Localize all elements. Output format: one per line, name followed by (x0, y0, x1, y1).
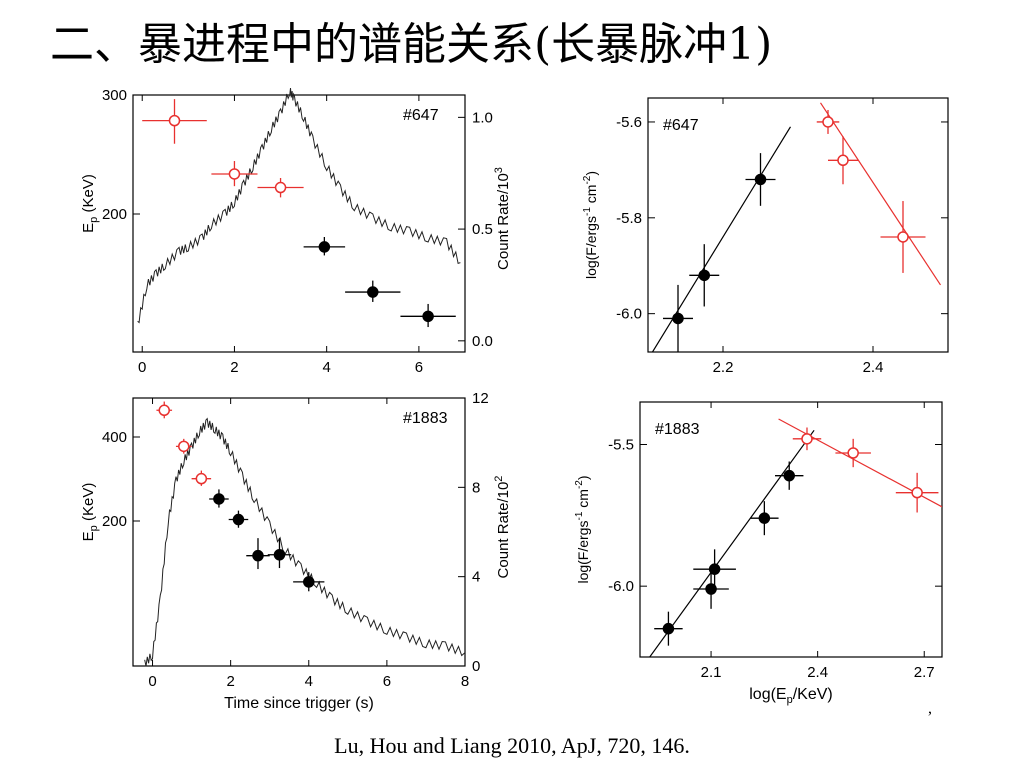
plot-frame-p647_rel (647, 97, 949, 353)
open-data-point (837, 154, 849, 167)
panel-tag: #1883 (403, 410, 448, 427)
x-tick-label: 6 (415, 359, 423, 376)
open-data-point (801, 433, 813, 445)
open-data-point (847, 447, 859, 459)
filled-data-point (698, 269, 710, 282)
filled-data-point (708, 563, 721, 575)
filled-data-point (367, 286, 379, 298)
y-axis-label: log(F/ergs-1 cm-2) (574, 475, 591, 583)
filled-data-point (672, 312, 684, 325)
y-right-tick-label: 0 (472, 658, 480, 675)
open-data-point (911, 486, 923, 499)
plot-frame-p647_time (132, 94, 466, 353)
filled-data-point (273, 549, 286, 561)
x-tick-label: 2 (230, 359, 238, 376)
y-left-tick-label: 300 (102, 87, 127, 104)
x-tick-label: 2 (226, 673, 234, 690)
x-tick-label: 4 (322, 359, 330, 376)
filled-data-point (705, 583, 717, 595)
panel-tag: #1883 (655, 421, 700, 438)
open-data-point (178, 440, 190, 453)
fit-line (651, 126, 792, 352)
slide-title: 二、暴进程中的谱能关系(长暴脉冲1) (50, 19, 773, 70)
y-right-tick-label: 12 (472, 390, 489, 407)
x-tick-label: 2.4 (863, 359, 884, 376)
y-left-tick-label: 200 (102, 206, 127, 223)
filled-data-point (758, 512, 771, 524)
chart-p1883_rel: #1883 2.1 2.4 2.7 -6.0 -5.5 log(F/ergs-1 cm-2)… (574, 401, 943, 706)
filled-data-point (754, 173, 767, 186)
y-right-tick-label: 1.0 (472, 109, 493, 126)
plot-frame-p1883_time (132, 397, 466, 667)
y-right-tick-label: 0.0 (472, 333, 493, 350)
filled-data-point (232, 513, 245, 526)
y-right-axis-label: Count Rate/103 (493, 167, 512, 270)
y-tick-label: -5.5 (608, 437, 634, 454)
chart-p647_time: #647 0 2 4 6 200 300 0.0 0.5 1.0 Ep (KeV) Count Rat… (80, 87, 512, 376)
x-axis-label: log(Ep/KeV) (749, 686, 833, 706)
y-right-tick-label: 0.5 (472, 221, 493, 238)
y-axis-label: log(F/ergs-1 cm-2) (582, 171, 599, 279)
filled-data-point (318, 241, 331, 253)
filled-data-point (783, 469, 795, 482)
y-left-tick-label: 200 (102, 513, 127, 530)
y-right-tick-label: 8 (472, 479, 480, 496)
x-tick-label: 4 (305, 673, 313, 690)
y-tick-label: -5.6 (616, 114, 642, 131)
light-curve (144, 417, 466, 667)
panel-tag: #647 (663, 117, 699, 134)
x-tick-label: 0 (148, 673, 156, 690)
filled-data-point (213, 493, 225, 505)
open-data-point (228, 168, 241, 180)
y-left-axis-label: Ep (KeV) (80, 483, 100, 542)
light-curve (137, 87, 461, 324)
chart-p647_rel: #647 2.2 2.4 -6.0 -5.8 -5.6 log(F/ergs-1 cm-2) (582, 97, 949, 376)
chart-p1883_time: #1883 0 2 4 6 8 200 400 0 4 8 12 Ep (KeV) Count Rate/… (80, 390, 512, 712)
x-tick-label: 2.1 (701, 664, 722, 681)
filled-data-point (303, 576, 315, 588)
open-data-point (158, 404, 170, 417)
x-tick-label: 0 (138, 359, 146, 376)
open-data-point (195, 472, 208, 485)
y-right-axis-label: Count Rate/102 (493, 476, 512, 579)
plot-frame-p1883_rel (639, 401, 943, 658)
filled-data-point (252, 549, 264, 562)
fit-line (819, 102, 942, 286)
citation: Lu, Hou and Liang 2010, ApJ, 720, 146. (334, 733, 690, 758)
y-tick-label: -6.0 (608, 578, 634, 595)
filled-data-point (662, 622, 675, 635)
x-tick-label: 2.4 (807, 664, 828, 681)
open-data-point (897, 231, 909, 243)
y-left-tick-label: 400 (102, 429, 127, 446)
stray-mark: , (928, 700, 932, 717)
open-data-point (822, 116, 834, 128)
x-axis-label: Time since trigger (s) (224, 695, 374, 712)
y-right-tick-label: 4 (472, 569, 480, 586)
x-tick-label: 6 (383, 673, 391, 690)
panel-tag: #647 (403, 107, 439, 124)
x-tick-label: 8 (461, 673, 469, 690)
open-data-point (274, 181, 287, 194)
open-data-point (168, 114, 181, 127)
y-tick-label: -6.0 (616, 306, 642, 323)
filled-data-point (422, 310, 434, 323)
y-tick-label: -5.8 (616, 210, 642, 227)
y-left-axis-label: Ep (KeV) (80, 174, 100, 233)
x-tick-label: 2.2 (713, 359, 734, 376)
x-tick-label: 2.7 (914, 664, 935, 681)
